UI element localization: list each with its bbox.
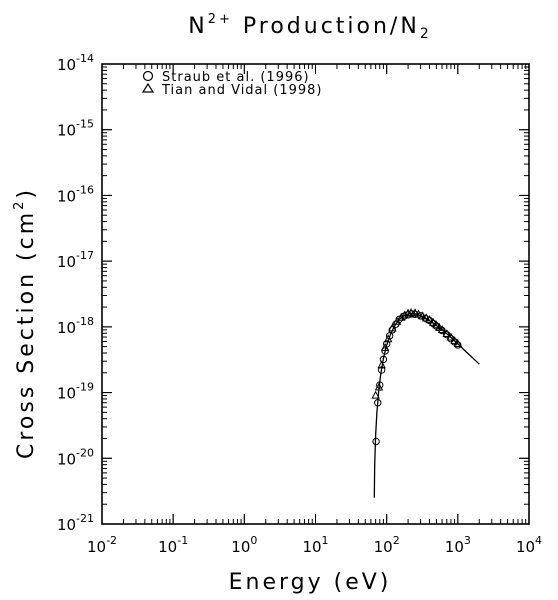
legend-triangle-marker	[141, 82, 155, 93]
y-tick-label: 10-17	[57, 249, 94, 271]
straub-data-point	[377, 366, 386, 374]
y-tick-label: 10-16	[57, 183, 94, 205]
tian-data-point	[414, 309, 423, 318]
tian-data-point	[392, 316, 402, 325]
fit-curve	[373, 312, 480, 498]
straub-data-point	[374, 399, 382, 407]
tian-data-point	[371, 390, 380, 399]
x-tick-label: 10-1	[158, 534, 188, 556]
fit-curve-line	[373, 312, 480, 498]
straub-data-point	[376, 381, 384, 389]
legend-circle-marker	[142, 70, 154, 82]
x-axis-title: Energy (eV)	[229, 570, 392, 595]
tian-data-point	[377, 360, 386, 369]
tian-data-point	[400, 310, 410, 319]
legend: Straub et al. (1996) Tian and Vidal (199…	[141, 70, 323, 98]
straub-data-point	[372, 437, 380, 446]
chart-title: N2+ Production/N2	[188, 12, 431, 42]
y-tick-labels: 10-14 10-15 10-16 10-17 10-18 10-19 10-20 10-21	[57, 52, 94, 534]
axis-ticks	[101, 63, 530, 525]
y-tick-label: 10-19	[57, 381, 94, 403]
data-markers	[371, 308, 463, 446]
y-tick-label: 10-15	[57, 118, 94, 140]
tian-data-point	[453, 339, 463, 348]
tian-data-point	[432, 320, 441, 329]
y-tick-label: 10-20	[57, 446, 94, 468]
tian-data-point	[450, 336, 459, 345]
tian-data-point	[418, 311, 427, 320]
y-axis-title: Cross Section (cm2)	[12, 187, 39, 459]
y-tick-label: 10-14	[57, 52, 94, 74]
tian-data-point	[442, 329, 452, 338]
y-tick-label: 10-18	[57, 315, 94, 337]
legend-label-straub: Straub et al. (1996)	[162, 70, 310, 85]
plot-frame	[101, 63, 530, 525]
tian-data-point	[406, 308, 416, 317]
tian-data-point	[425, 315, 434, 324]
tian-data-point	[437, 324, 447, 333]
x-tick-label: 101	[302, 534, 328, 556]
x-tick-label: 10-2	[87, 534, 117, 556]
tian-data-point	[388, 323, 397, 332]
tian-data-point	[380, 342, 390, 351]
tian-data-point	[396, 312, 406, 321]
x-tick-labels: 10-2 10-1 100 101 102 103 104	[87, 534, 542, 556]
x-tick-label: 100	[231, 534, 257, 556]
x-tick-label: 102	[374, 534, 400, 556]
tian-data-point	[410, 308, 420, 317]
tian-data-point	[428, 317, 438, 326]
x-tick-label: 104	[516, 534, 542, 556]
tian-data-point	[383, 334, 393, 343]
tian-data-point	[422, 313, 431, 322]
legend-label-tian: Tian and Vidal (1998)	[161, 83, 323, 98]
tian-data-point	[374, 382, 384, 391]
straub-data-point	[381, 347, 389, 355]
tian-data-point	[446, 332, 456, 341]
straub-data-point	[454, 341, 462, 349]
y-tick-label: 10-21	[57, 512, 94, 534]
x-tick-label: 103	[445, 534, 471, 556]
tian-data-point	[403, 308, 413, 317]
straub-data-point	[379, 355, 388, 364]
